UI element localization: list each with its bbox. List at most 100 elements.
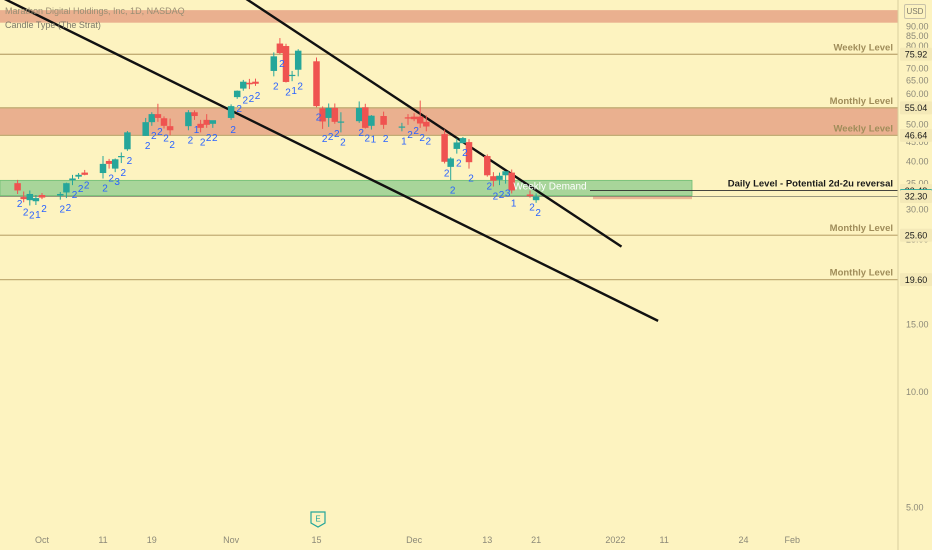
- y-tick-label: 70.00: [906, 63, 929, 73]
- strat-label: 2: [450, 185, 456, 196]
- strat-label: 2: [316, 112, 322, 123]
- strat-label: 2: [17, 199, 23, 210]
- candle-body: [459, 138, 467, 144]
- candle: [362, 103, 369, 129]
- strat-label: 2: [200, 137, 206, 148]
- candle-body: [282, 46, 290, 82]
- indicator-name: Candle Type (The Strat): [5, 20, 101, 30]
- candle-body: [227, 106, 235, 118]
- y-tick-label: 40.00: [906, 156, 929, 166]
- level-price-tag-bg: [900, 47, 932, 61]
- candle: [111, 158, 119, 173]
- strat-label: 2: [358, 128, 364, 139]
- candle-body: [526, 194, 534, 197]
- candle: [416, 100, 424, 128]
- x-tick-label: 2022: [605, 535, 625, 545]
- candle: [69, 174, 76, 186]
- candle-body: [99, 163, 107, 174]
- candle-body: [484, 156, 491, 176]
- candle: [270, 52, 278, 77]
- candle: [319, 106, 326, 129]
- level-price-tag-bg: [900, 273, 932, 287]
- x-tick-label: 13: [482, 535, 492, 545]
- candle: [185, 110, 192, 131]
- candle: [447, 157, 454, 181]
- strat-label: 2: [157, 127, 163, 138]
- candle-body: [14, 183, 21, 191]
- candle-body: [380, 116, 387, 125]
- candle-body: [453, 142, 461, 149]
- candle-body: [32, 198, 40, 202]
- candle: [203, 114, 210, 128]
- candle-body: [490, 176, 497, 181]
- strat-label: 2: [249, 94, 255, 105]
- supply-zone: [0, 107, 898, 136]
- candle-body: [57, 193, 64, 196]
- candle-body: [75, 174, 82, 177]
- y-tick-label: 30.00: [906, 204, 929, 214]
- strat-label: 1: [401, 136, 407, 147]
- strat-label: 2: [322, 134, 328, 145]
- candle: [337, 112, 345, 133]
- candle: [490, 172, 497, 187]
- candle: [233, 90, 241, 99]
- level-price-tag-bg: [900, 101, 932, 115]
- candle-body: [148, 114, 156, 123]
- candle: [423, 115, 430, 132]
- y-tick-label: 15.00: [906, 320, 929, 330]
- candle-body: [209, 120, 217, 124]
- strat-label: 2: [108, 174, 114, 185]
- strat-label: 3: [505, 189, 511, 200]
- strat-label: 2: [102, 183, 108, 194]
- candle-body: [496, 175, 503, 180]
- candle: [282, 43, 290, 83]
- x-tick-label: Dec: [406, 535, 423, 545]
- candle-body: [508, 172, 515, 191]
- x-tick-label: Oct: [35, 535, 50, 545]
- candle-body: [142, 122, 149, 136]
- candle-body: [502, 171, 509, 176]
- strat-label: 2: [493, 192, 499, 203]
- strat-label: 1: [35, 210, 41, 221]
- candle-body: [270, 56, 278, 71]
- candle: [75, 173, 82, 179]
- demand-zone: [0, 179, 693, 197]
- candle-body: [185, 112, 192, 127]
- candle: [14, 179, 21, 194]
- y-tick-label: 35.00: [906, 179, 929, 189]
- candle-body: [465, 142, 473, 163]
- candle: [508, 169, 515, 194]
- candle-body: [319, 108, 326, 122]
- strat-label: 2: [456, 159, 462, 170]
- candle: [246, 78, 253, 90]
- candle-body: [325, 107, 332, 118]
- earnings-marker-shape: [310, 511, 326, 528]
- candle: [380, 111, 387, 129]
- candle: [26, 190, 34, 206]
- candle: [441, 129, 448, 164]
- candle: [276, 38, 284, 55]
- candle: [209, 120, 217, 128]
- y-tick-label: 65.00: [906, 76, 929, 86]
- candle: [294, 49, 302, 77]
- y-tick-label: 10.00: [906, 387, 929, 397]
- level-price-tag: 46.64: [905, 131, 928, 141]
- strat-label: 2: [78, 184, 84, 195]
- strat-label: 2: [121, 168, 127, 179]
- currency-badge[interactable]: USD: [904, 4, 926, 19]
- candle: [453, 138, 461, 154]
- earnings-marker[interactable]: E: [310, 511, 326, 528]
- candle: [410, 113, 418, 122]
- candle-body: [240, 81, 247, 89]
- candle-body: [410, 116, 418, 120]
- strat-label: 2: [285, 87, 291, 98]
- candle: [20, 191, 27, 203]
- candle-body: [246, 82, 253, 85]
- candle: [227, 104, 235, 120]
- strat-label: 2: [328, 132, 334, 143]
- candle-body: [294, 50, 302, 70]
- candle: [404, 114, 412, 125]
- strat-label: 2: [297, 81, 303, 92]
- candle-body: [276, 43, 284, 54]
